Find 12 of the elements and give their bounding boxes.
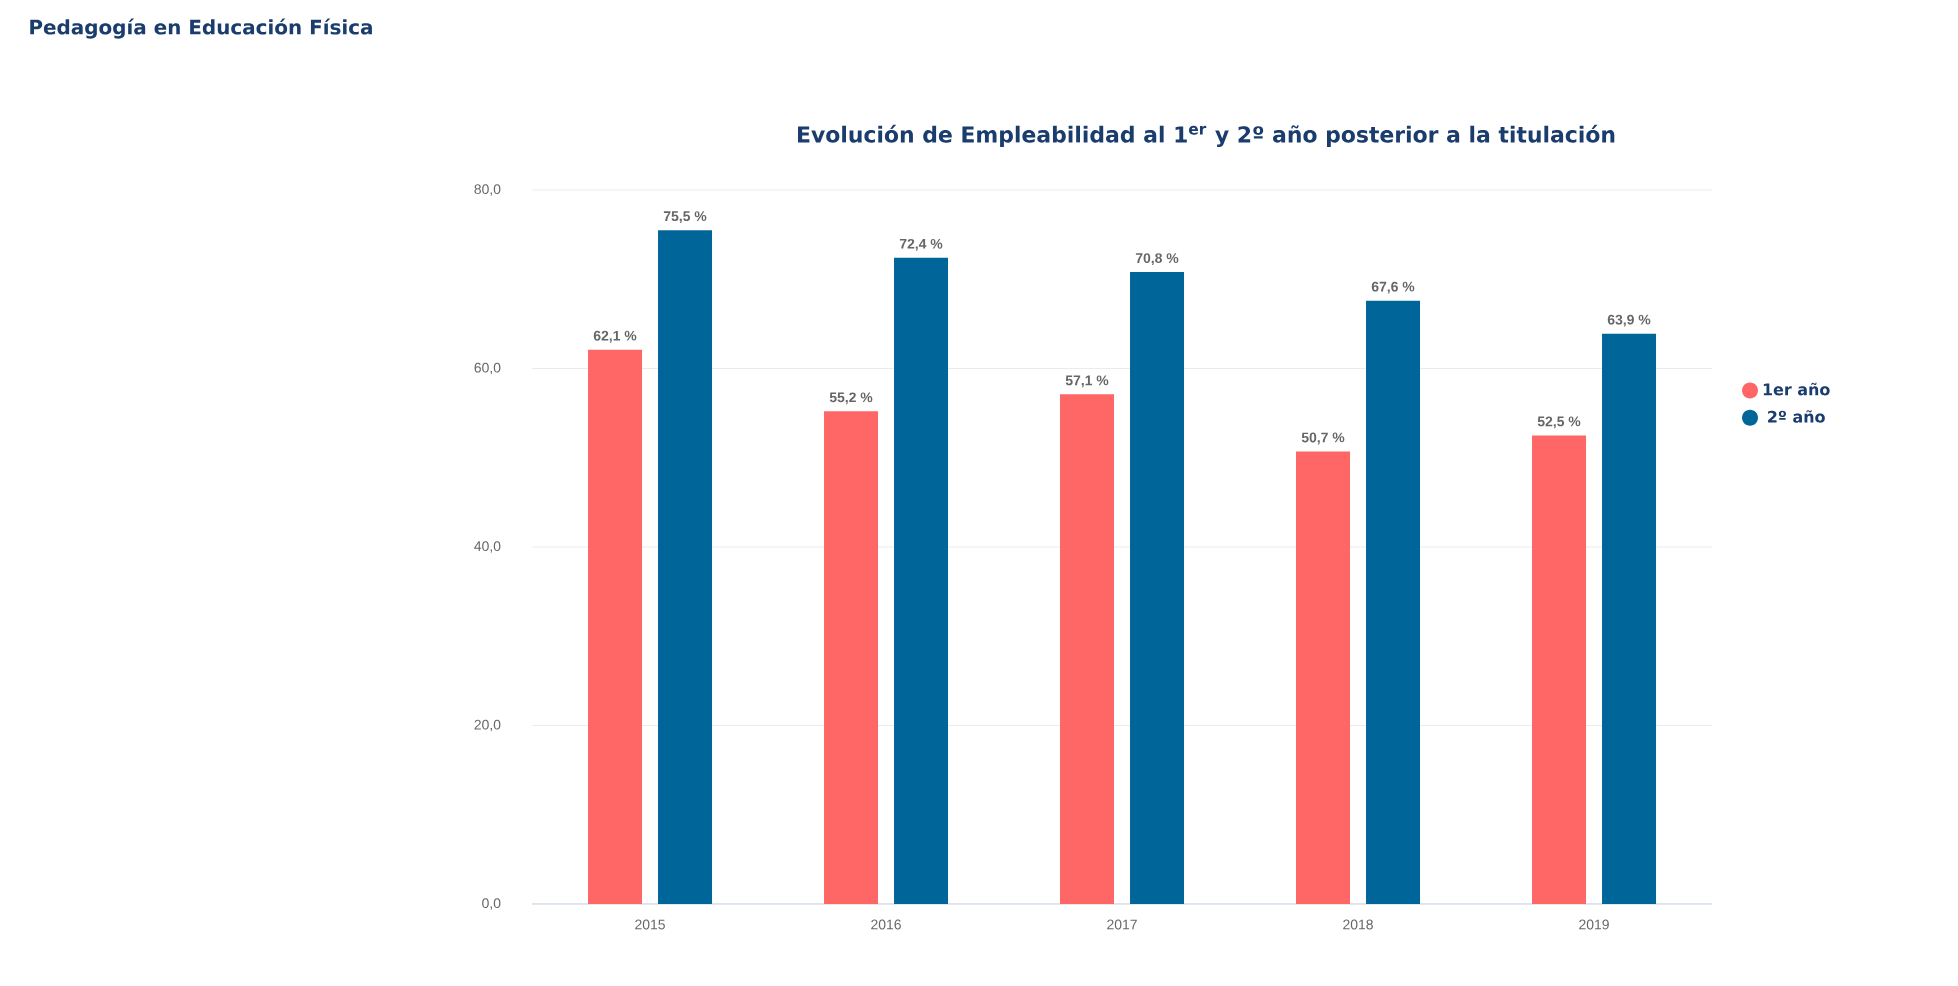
bar [1602,333,1657,904]
bar [1130,272,1185,904]
bar [824,411,879,904]
bar [894,257,949,904]
bar [1532,435,1587,904]
chart-subtitle: Evolución de Empleabilidad al 1$^{er}$ y 2º año posterior a la titulación [798,124,1615,148]
bar [1296,451,1351,904]
bar [1366,300,1421,904]
bar [588,349,643,904]
bar [658,230,713,904]
text: Pedagogía en Educación Física [30,18,372,39]
bar [1060,394,1115,904]
